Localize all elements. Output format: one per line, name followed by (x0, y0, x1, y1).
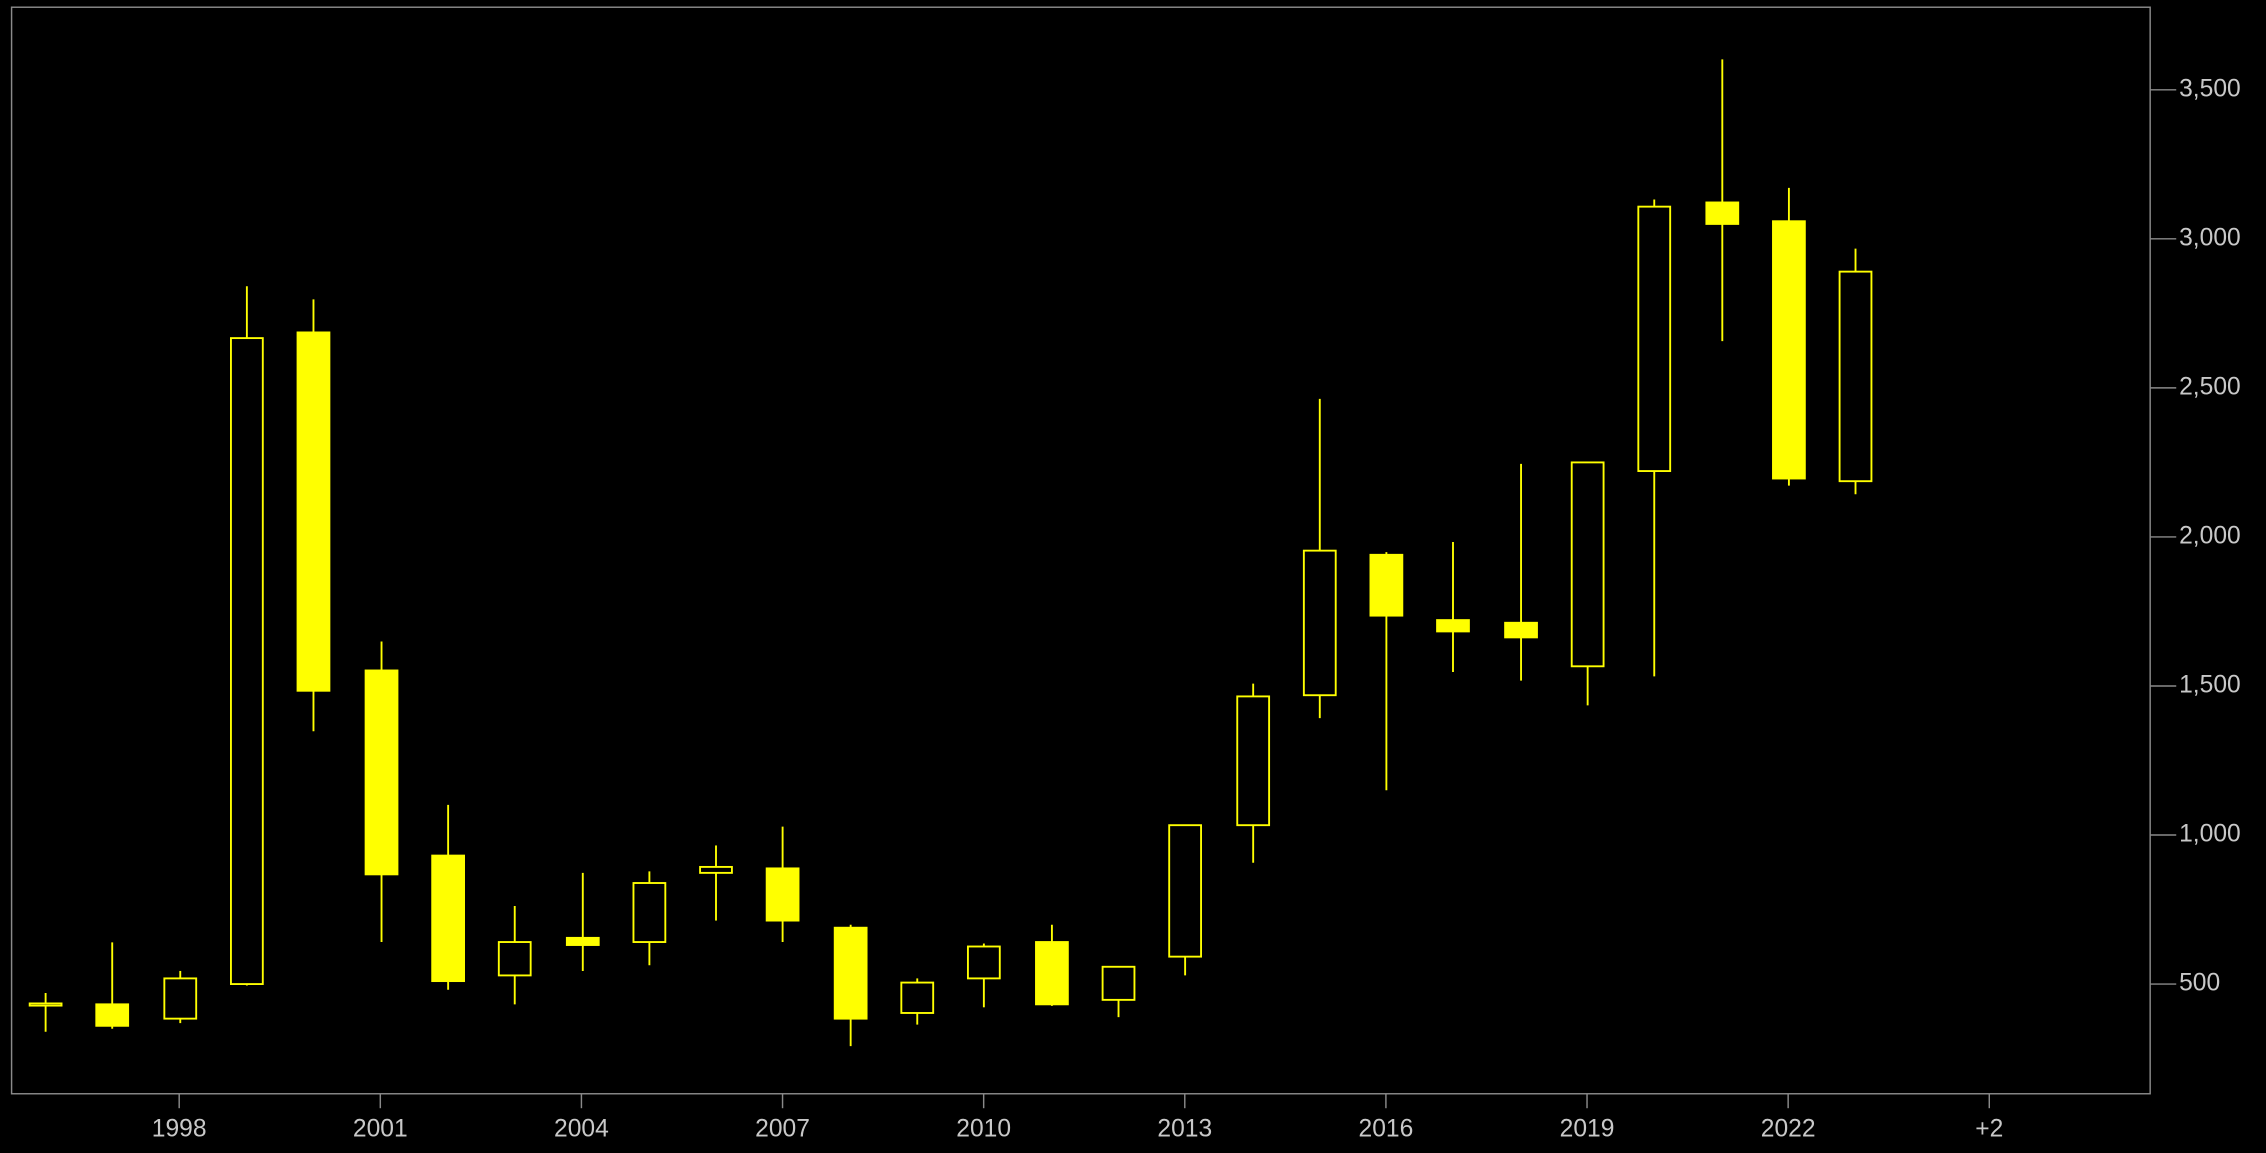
candle-body (364, 669, 399, 876)
candle-body (296, 331, 331, 692)
candle-body (699, 865, 733, 874)
candle-body (1570, 461, 1605, 668)
y-tick-label: 1,000 (2179, 821, 2241, 848)
x-tick-label: 1998 (152, 1115, 207, 1142)
y-tick-label: 2,000 (2179, 522, 2241, 549)
candle-body (1035, 941, 1069, 1006)
x-tick-label: 2022 (1761, 1115, 1816, 1142)
candle-body (95, 1003, 130, 1027)
candle-body (1302, 549, 1337, 697)
x-tick-label: 2001 (353, 1115, 408, 1142)
y-tick-label: 2,500 (2179, 373, 2241, 400)
x-tick-label: 2010 (956, 1115, 1011, 1142)
candle-body (1369, 553, 1404, 617)
candle-body (1436, 619, 1470, 633)
x-tick-label: 2004 (554, 1115, 609, 1142)
plot-frame (10, 6, 2151, 1095)
y-tick-label: 1,500 (2179, 671, 2241, 698)
y-tick-label: 500 (2179, 970, 2220, 997)
candle-body (833, 926, 868, 1020)
x-tick-label: +2 (1975, 1115, 2003, 1142)
candle-body (966, 945, 1001, 980)
candle-body (565, 936, 600, 946)
candle-body (431, 854, 466, 983)
candle-body (1101, 965, 1136, 1001)
x-tick-label: 2007 (755, 1115, 810, 1142)
candle-body (497, 941, 532, 977)
x-tick-label: 2016 (1359, 1115, 1414, 1142)
candle-body (765, 867, 800, 922)
y-tick-label: 3,000 (2179, 224, 2241, 251)
candle-body (1637, 205, 1672, 472)
y-tick-label: 3,500 (2179, 75, 2241, 102)
candle-body (632, 882, 667, 943)
candle-body (1705, 201, 1740, 225)
candle-body (28, 1002, 63, 1007)
candle-body (1236, 695, 1271, 827)
candle-body (1772, 220, 1806, 480)
candle-body (1504, 621, 1538, 639)
x-tick-label: 2013 (1157, 1115, 1212, 1142)
candle-body (900, 981, 935, 1014)
candle-body (230, 337, 264, 986)
x-tick-label: 2019 (1560, 1115, 1615, 1142)
candle-body (1838, 270, 1873, 483)
candle-body (1168, 824, 1202, 958)
candle-body (163, 977, 198, 1020)
